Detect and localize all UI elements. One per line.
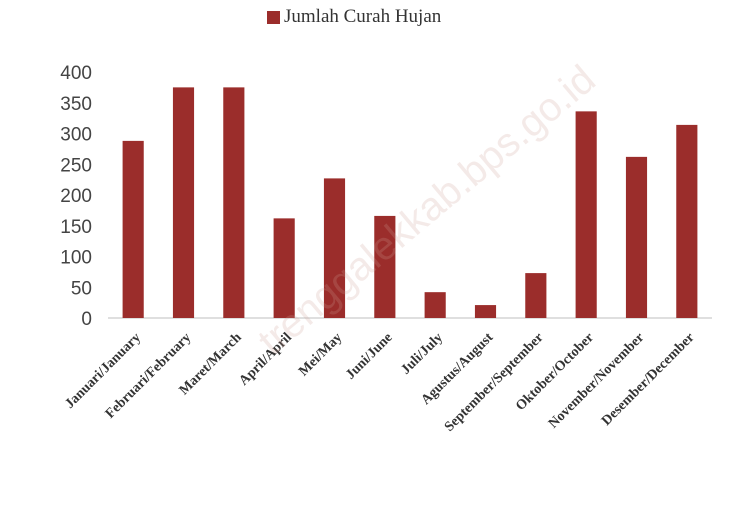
x-tick-label: September/September <box>442 330 547 435</box>
y-tick-label: 200 <box>60 186 92 207</box>
legend: Jumlah Curah Hujan <box>267 6 441 28</box>
bar <box>223 87 245 318</box>
y-tick-label: 250 <box>60 155 92 176</box>
x-tick-label: Desember/December <box>599 330 698 429</box>
bar <box>625 156 648 318</box>
bar <box>525 273 547 318</box>
bar <box>474 305 497 318</box>
y-tick-label: 400 <box>60 63 92 84</box>
bar <box>424 292 446 318</box>
x-tick-label: November/November <box>546 330 647 431</box>
bar <box>172 87 195 318</box>
bar <box>374 215 396 318</box>
x-tick-label: Juli/July <box>399 330 446 377</box>
bar <box>575 111 597 318</box>
x-tick-label: Juni/June <box>343 330 395 382</box>
bar <box>273 218 295 318</box>
legend-swatch <box>267 10 280 24</box>
x-tick-label: Februari/February <box>103 330 194 421</box>
y-tick-label: 50 <box>71 278 92 299</box>
y-tick-label: 300 <box>60 125 92 146</box>
legend-label: Jumlah Curah Hujan <box>284 6 442 27</box>
bar <box>323 178 346 318</box>
bar <box>122 140 144 318</box>
y-tick-label: 350 <box>60 94 92 115</box>
y-tick-label: 0 <box>81 309 92 330</box>
y-tick-label: 100 <box>60 248 92 269</box>
bar <box>676 124 698 318</box>
y-tick-label: 150 <box>60 217 92 238</box>
